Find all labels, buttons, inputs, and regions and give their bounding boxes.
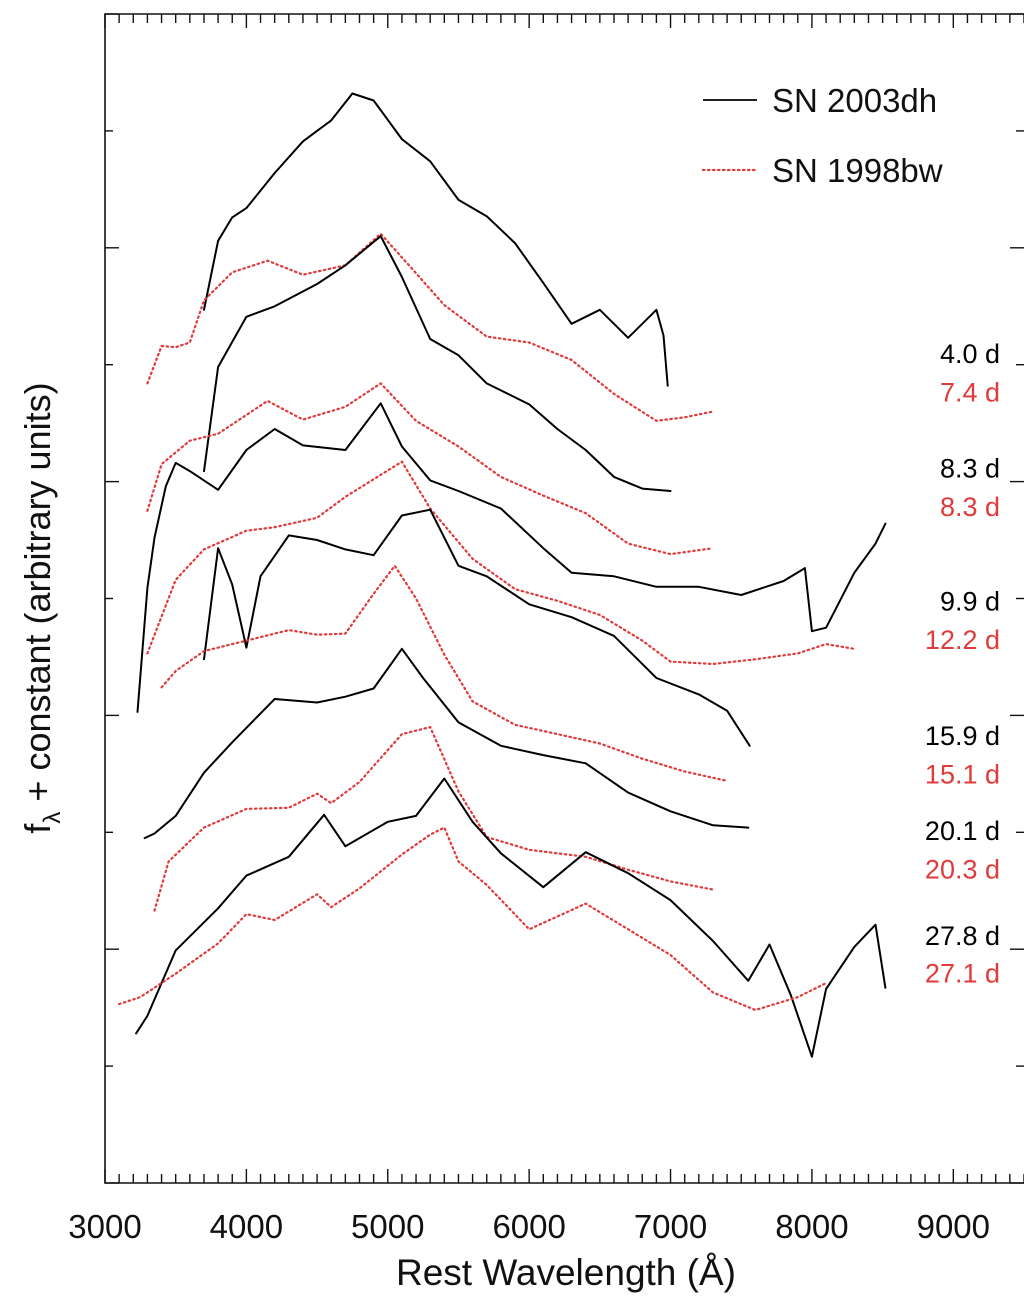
y-axis-label-lambda: λ bbox=[39, 812, 66, 824]
spectrum-sn2003dh-20p1d bbox=[143, 647, 750, 840]
epoch-label: 15.9 d bbox=[925, 721, 1000, 751]
epoch-label: 20.3 d bbox=[925, 854, 1000, 884]
epoch-label: 4.0 d bbox=[940, 339, 1000, 369]
spectrum-sn2003dh-27p8d bbox=[135, 777, 887, 1058]
spectrum-sn1998bw-8p3d bbox=[146, 382, 715, 556]
spectrum-sn1998bw-7p4d bbox=[146, 232, 715, 422]
x-tick-label: 5000 bbox=[351, 1208, 424, 1245]
epoch-label: 12.2 d bbox=[925, 625, 1000, 655]
spectrum-sn2003dh-4p0d bbox=[203, 92, 669, 387]
epoch-label: 9.9 d bbox=[940, 587, 1000, 617]
spectrum-sn1998bw-12p2d bbox=[146, 460, 856, 666]
spectrum-sn2003dh-15p9d bbox=[203, 508, 751, 747]
epoch-label: 27.1 d bbox=[925, 958, 1000, 988]
legend: SN 2003dh SN 1998bw bbox=[701, 82, 943, 189]
epoch-label: 20.1 d bbox=[925, 816, 1000, 846]
epoch-label: 8.3 d bbox=[940, 453, 1000, 483]
x-tick-label: 9000 bbox=[917, 1208, 990, 1245]
x-tick-label: 3000 bbox=[68, 1208, 141, 1245]
x-tick-label: 6000 bbox=[492, 1208, 565, 1245]
spectrum-sn2003dh-8p3d bbox=[203, 235, 672, 492]
x-tick-label: 4000 bbox=[210, 1208, 283, 1245]
spectrum-sn1998bw-15p1d bbox=[160, 564, 729, 783]
x-tick-label: 8000 bbox=[775, 1208, 848, 1245]
legend-label-sn1998bw: SN 1998bw bbox=[772, 152, 943, 189]
plot-frame bbox=[104, 13, 1024, 1184]
epoch-label: 27.8 d bbox=[925, 921, 1000, 951]
spectrum-sn2003dh-9p9d bbox=[136, 402, 887, 713]
x-tick-label: 7000 bbox=[634, 1208, 707, 1245]
y-axis-label-f: f bbox=[17, 823, 58, 834]
y-axis-label-rest: + constant (arbitrary units) bbox=[17, 382, 58, 811]
epoch-label: 8.3 d bbox=[940, 492, 1000, 522]
x-axis-label: Rest Wavelength (Å) bbox=[396, 1252, 736, 1293]
spectrum-sn1998bw-20p3d bbox=[153, 725, 715, 912]
legend-label-sn2003dh: SN 2003dh bbox=[772, 82, 937, 119]
y-axis-label: fλ + constant (arbitrary units) bbox=[17, 382, 66, 833]
spectrum-sn1998bw-27p1d bbox=[117, 826, 828, 1012]
epoch-label: 15.1 d bbox=[925, 760, 1000, 790]
epoch-label: 7.4 d bbox=[940, 377, 1000, 407]
